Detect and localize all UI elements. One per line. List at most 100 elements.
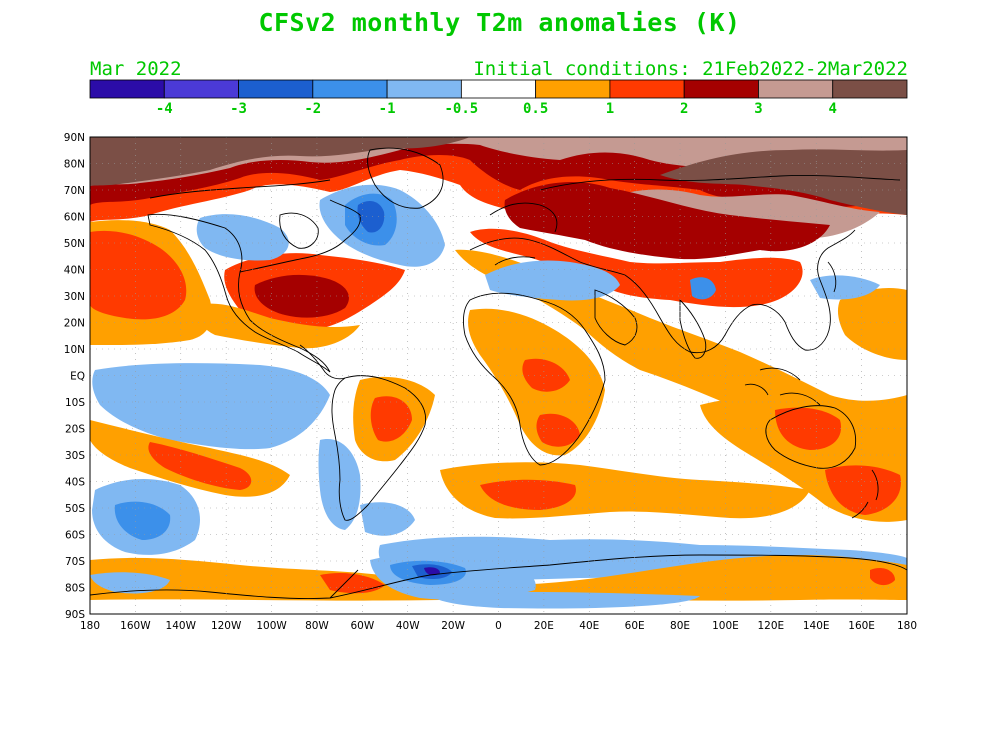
colorbar-tick-label: -1 [379,101,396,117]
anomaly-region-africa-south-red [536,413,580,447]
anomaly-region-western-pacific-orange [837,288,907,360]
anomaly-region-npacific-red [90,230,187,320]
latitude-tick-label: 50S [65,503,85,515]
latitude-tick-label: 80N [64,159,85,171]
initial-conditions-label: Initial conditions: 21Feb2022-2Mar2022 [473,58,908,80]
forecast-month-label: Mar 2022 [90,58,182,80]
coastline-india [679,298,707,359]
anomaly-region-tibet-blue [690,277,716,300]
colorbar-tick-label: -4 [156,101,173,117]
map-title: CFSv2 monthly T2m anomalies (K) [258,8,741,37]
anomaly-region-southern-atlantic-blue [360,502,415,536]
longitude-tick-label: 160E [848,620,875,632]
longitude-tick-label: 60E [625,620,645,632]
latitude-tick-label: 30N [64,291,85,303]
longitude-labels: 180 160W 140W 120W 100W 80W 60W 40W 20W 0 20E 40E 60… [80,620,917,632]
anomaly-region-tasman-red [825,465,901,515]
colorbar-tick-label: 2 [680,101,688,117]
latitude-tick-label: 20S [65,424,85,436]
anomaly-region-south-pole-blue [430,592,700,609]
latitude-tick-label: 70N [64,185,85,197]
colorbar-tick-label: -2 [304,101,321,117]
latitude-tick-label: 50N [64,238,85,250]
anomaly-region-ross-red [870,568,895,586]
anomaly-region-samerica-red [370,396,412,442]
longitude-tick-label: 100W [256,620,287,632]
longitude-tick-label: 160W [120,620,151,632]
colorbar-tick-label: 4 [829,101,837,117]
longitude-tick-label: 20E [534,620,554,632]
coastline-africa [462,292,606,466]
latitude-tick-label: 20N [64,318,85,330]
longitude-tick-label: 120E [757,620,784,632]
anomaly-region-siberia-brown [660,149,907,215]
longitude-tick-label: 140E [803,620,830,632]
latitude-tick-label: 80S [65,583,85,595]
coastline-north-america [147,213,331,373]
longitude-tick-label: 60W [350,620,374,632]
colorbar-tick-label: -0.5 [445,101,479,117]
anomaly-region-nepacific-blue [810,275,880,300]
longitude-tick-label: 180 [80,620,100,632]
anomaly-region-southern-pacific-midblue [114,501,171,540]
latitude-tick-label: 10N [64,344,85,356]
longitude-tick-label: 120W [211,620,242,632]
coastline-greenland [367,147,444,209]
latitude-tick-label: 70S [65,556,85,568]
anomaly-region-antarctic-red [320,573,385,594]
coastline-antarctic-peninsula [329,569,359,599]
longitude-tick-label: 180 [897,620,917,632]
anomaly-region-namerica-darkred [254,274,349,318]
latitude-tick-label: 40N [64,265,85,277]
longitude-tick-label: 80E [670,620,690,632]
coastline-japan [827,261,837,293]
coastlines [90,147,907,599]
coastline-europe [469,202,626,276]
longitude-tick-label: 0 [495,620,502,632]
anomaly-region-tropical-pacific-blue [92,363,330,450]
anomaly-region-australia-red [775,407,842,450]
coastline-australia [765,405,857,469]
anomaly-region-antarctic-darkest [424,567,440,576]
latitude-labels: 90N 80N 70N 60N 50N 40N 30N 20N 10N EQ 10S 20S 30S 40… [64,132,86,621]
coastline-arctic-russia [539,175,901,191]
coastline-us-east [239,199,361,273]
latitude-tick-label: 90S [65,609,85,621]
colorbar-legend: -4 -3 -2 -1 -0.5 0.5 1 2 3 4 [89,79,908,117]
coastline-hudson [279,212,319,249]
longitude-tick-label: 100E [712,620,739,632]
coastline-arctic-canada [149,179,331,199]
latitude-tick-label: 60S [65,530,85,542]
coastline-se-asia-islands [744,367,821,406]
colorbar-bin [832,79,908,99]
anomaly-region-antarctic-south-blue [90,572,170,594]
latitude-tick-label: 90N [64,132,85,144]
longitude-tick-label: 20W [441,620,465,632]
longitude-tick-label: 140W [166,620,197,632]
coastline-central-america [299,344,346,380]
anomaly-region-satlantic-red [480,479,576,510]
latitude-tick-label: 30S [65,450,85,462]
anomaly-region-labrador-deepblue [357,200,385,233]
latitude-tick-label: 60N [64,212,85,224]
anomaly-region-antarctic-orange [90,555,907,614]
anomaly-region-canada-blue [196,214,289,261]
anomaly-region-namerica-orange [198,303,360,349]
colorbar-tick-label: 3 [754,101,762,117]
colorbar-tick-label: 1 [606,101,614,117]
latitude-tick-label: 40S [65,477,85,489]
latitude-tick-label: EQ [70,371,85,383]
colorbar-tick-label: -3 [230,101,247,117]
coastline-antarctica [90,554,907,599]
anomaly-region-mideast-blue [485,260,620,301]
coastline-new-zealand [851,469,879,519]
longitude-tick-label: 80W [305,620,329,632]
anomaly-region-eurasia-darkred [504,181,830,260]
longitude-tick-label: 40W [396,620,420,632]
longitude-tick-label: 40E [579,620,599,632]
latitude-tick-label: 10S [65,397,85,409]
map-frame [89,136,908,615]
colorbar-tick-label: 0.5 [523,101,548,117]
coastline-asia [624,229,856,354]
